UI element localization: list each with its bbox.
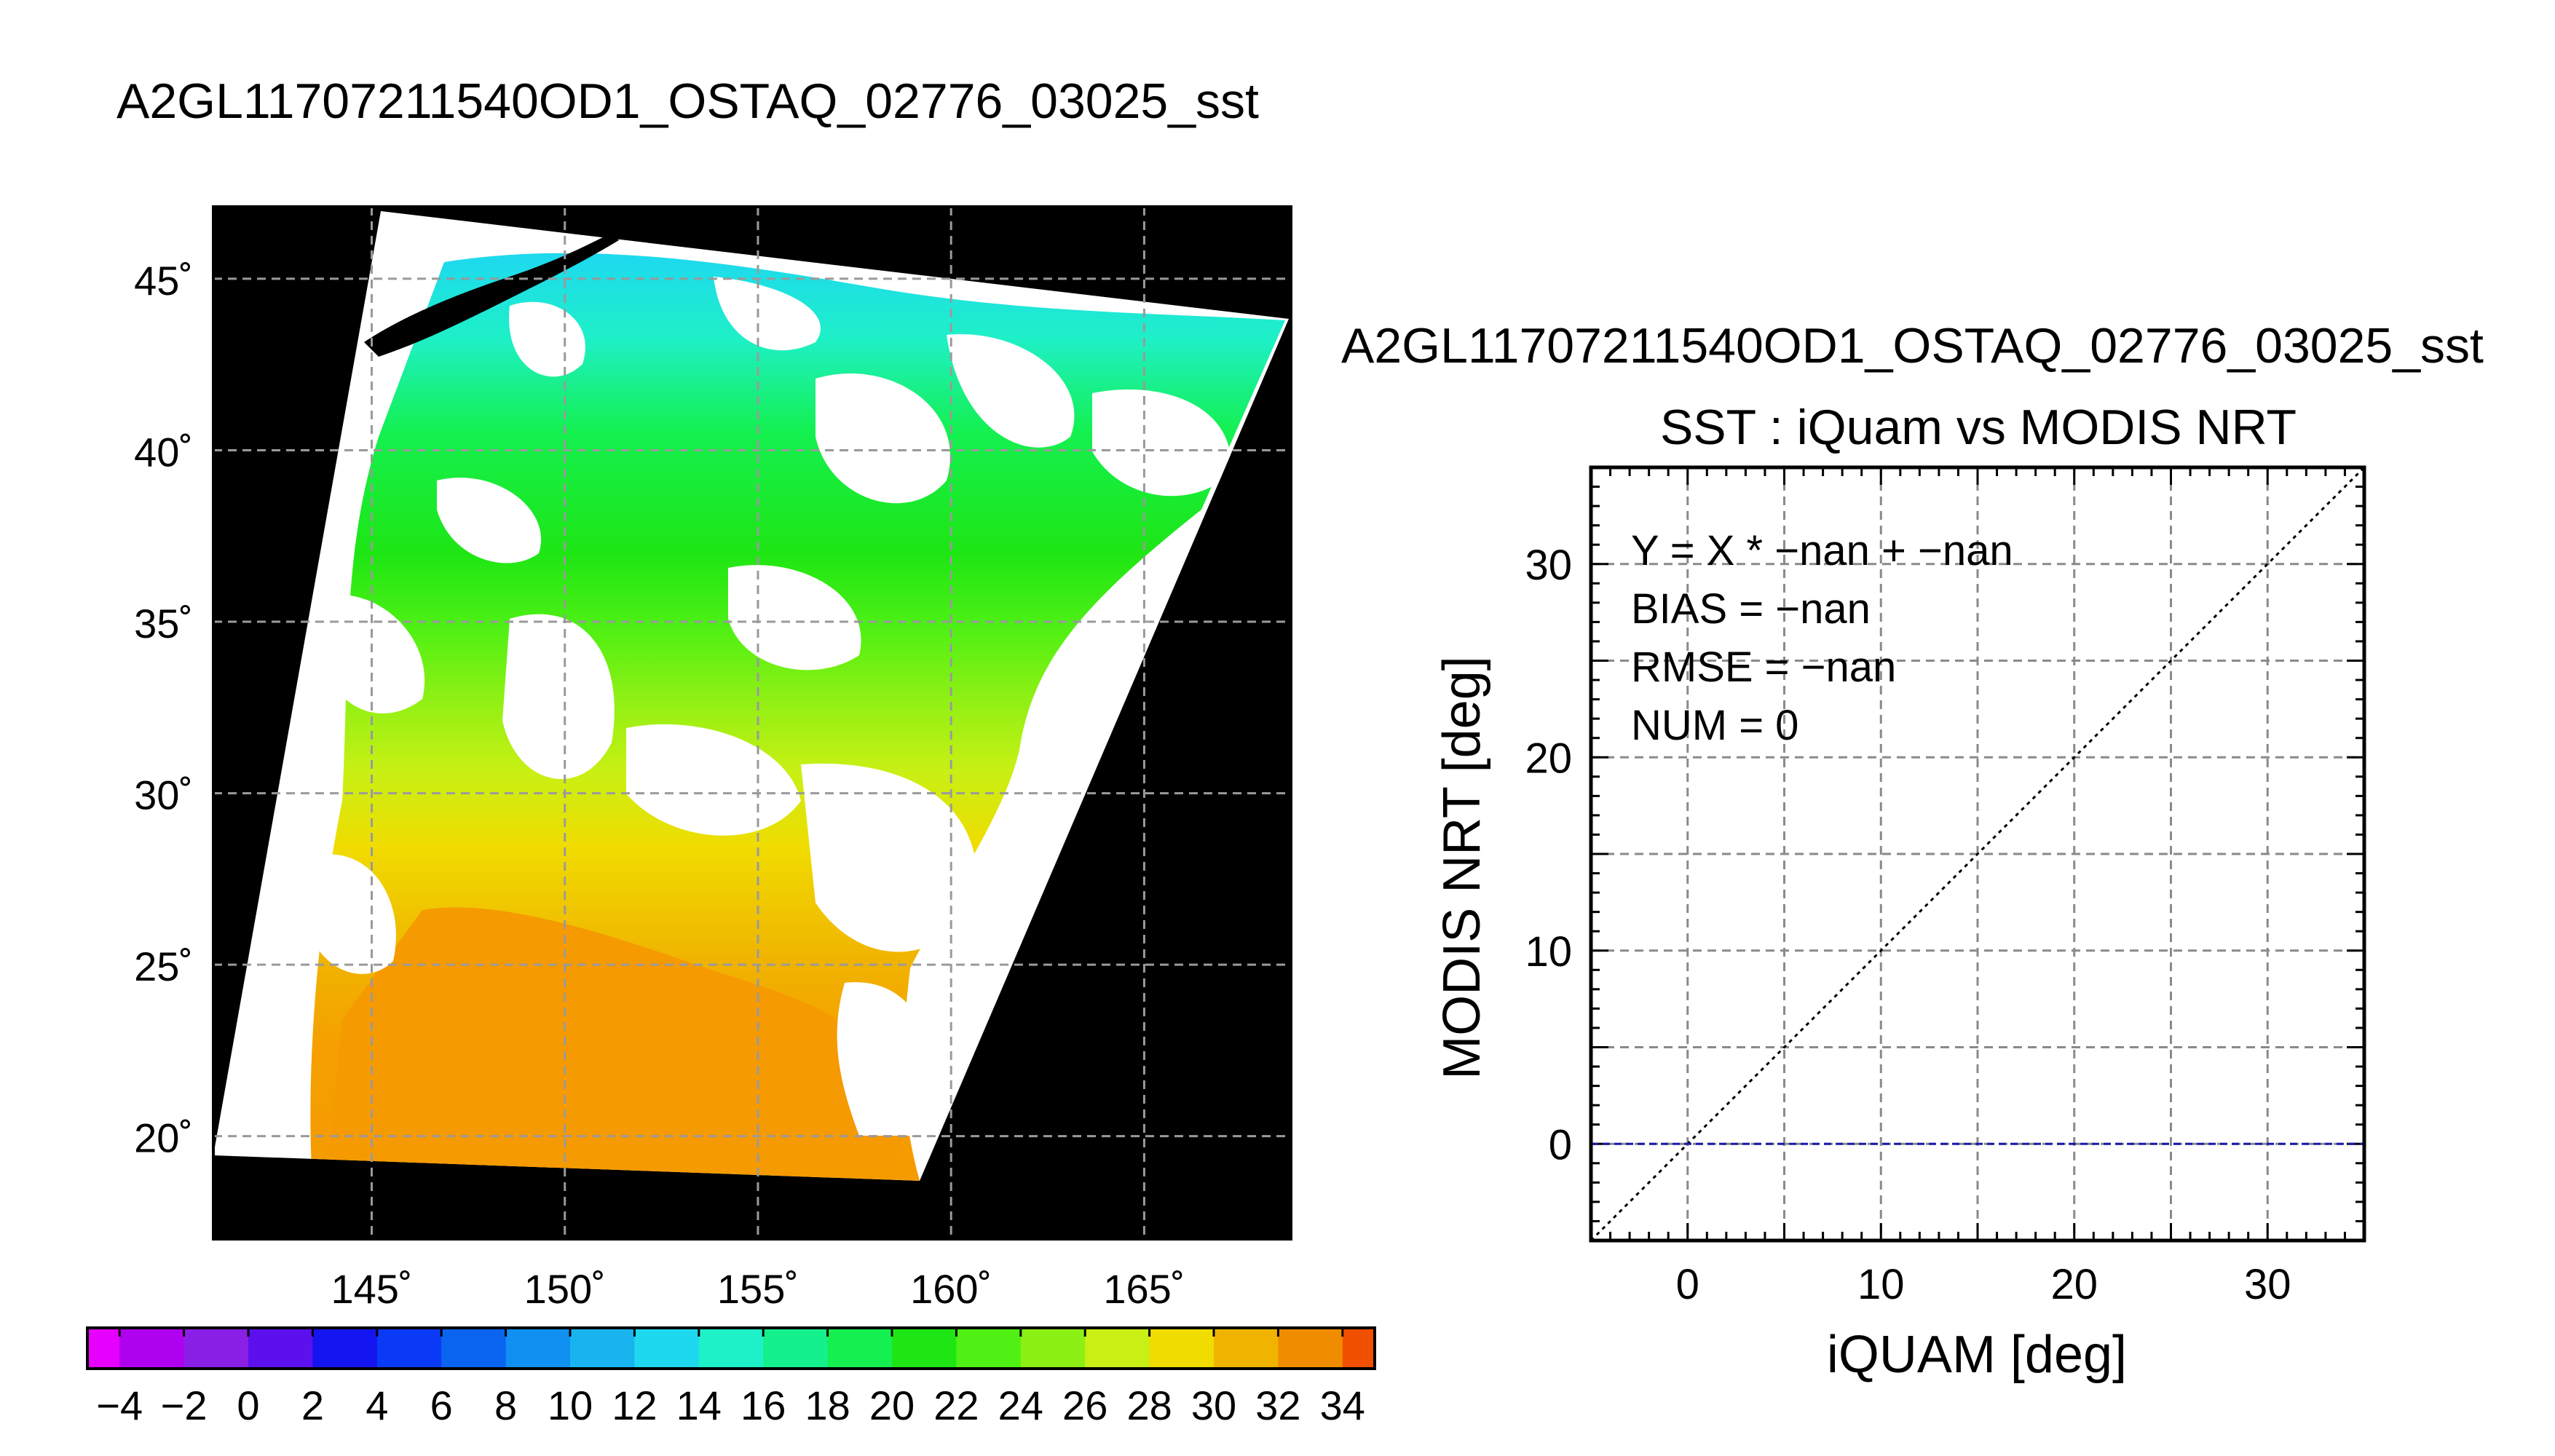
colorbar-cell	[892, 1328, 957, 1369]
colorbar-tick-label: 28	[1126, 1382, 1172, 1428]
y-tick-label: 10	[1525, 928, 1572, 976]
map-title: A2GL11707211540OD1_OSTAQ_02776_03025_sst	[117, 74, 1259, 129]
colorbar-cell	[1342, 1328, 1375, 1369]
colorbar-tick-label: 8	[494, 1382, 517, 1428]
map-lon-labels: 145˚ 150˚ 155˚ 160˚ 165˚	[331, 1266, 1185, 1312]
colorbar-cell	[505, 1328, 571, 1369]
scatter-plot: 0 10 20 30 0 10 20 30 Y = X * −nan + −nan BIAS = …	[1525, 465, 2366, 1308]
colorbar-cell	[1020, 1328, 1086, 1369]
stats-line: NUM = 0	[1631, 702, 1798, 749]
x-tick-label: 30	[2244, 1261, 2291, 1308]
colorbar-cell	[634, 1328, 700, 1369]
colorbar-cell	[763, 1328, 829, 1369]
colorbar	[86, 1326, 1376, 1370]
map-lon-tick-label: 155˚	[717, 1266, 799, 1312]
colorbar-cell	[183, 1328, 249, 1369]
x-tick-label: 10	[1857, 1261, 1905, 1308]
map-plot	[213, 207, 1291, 1239]
colorbar-cell	[1085, 1328, 1150, 1369]
colorbar-tick-label: 20	[869, 1382, 915, 1428]
map-lon-tick-label: 160˚	[910, 1266, 992, 1312]
colorbar-tick-label: −4	[96, 1382, 143, 1428]
map-lat-labels: 20˚ 25˚ 30˚ 35˚ 40˚ 45˚	[134, 258, 193, 1161]
colorbar-tick-label: 6	[430, 1382, 453, 1428]
map-frame	[212, 205, 1292, 1241]
colorbar-cell	[312, 1328, 378, 1369]
map-lon-tick-label: 150˚	[524, 1266, 606, 1312]
scatter-title: SST : iQuam vs MODIS NRT	[1660, 400, 2297, 455]
y-axis-label: MODIS NRT [deg]	[1433, 656, 1491, 1080]
colorbar-labels: −4 −2 0 2 4 6 8 10 12 14 16 18 20 22 24 26 28 30 32 34	[96, 1382, 1365, 1428]
colorbar-cell	[441, 1328, 507, 1369]
x-tick-label: 0	[1676, 1261, 1699, 1308]
colorbar-cell	[827, 1328, 893, 1369]
colorbar-tick-label: 26	[1062, 1382, 1107, 1428]
colorbar-cell	[248, 1328, 313, 1369]
colorbar-tick-label: 14	[676, 1382, 722, 1428]
colorbar-tick-label: −2	[161, 1382, 208, 1428]
map-lat-tick-label: 20˚	[134, 1115, 193, 1161]
colorbar-tick-label: 34	[1320, 1382, 1365, 1428]
one-to-one-line	[1590, 466, 2366, 1242]
colorbar-cell	[698, 1328, 764, 1369]
stats-line: RMSE = −nan	[1631, 644, 1896, 691]
x-tick-label: 20	[2050, 1261, 2098, 1308]
stats-line: Y = X * −nan + −nan	[1631, 527, 2013, 574]
x-axis-label: iQUAM [deg]	[1827, 1326, 2127, 1384]
colorbar-tick-label: 0	[237, 1382, 259, 1428]
colorbar-cell	[376, 1328, 442, 1369]
colorbar-cell	[956, 1328, 1022, 1369]
map-lon-tick-label: 145˚	[331, 1266, 412, 1312]
map-lon-tick-label: 165˚	[1103, 1266, 1185, 1312]
colorbar-cell	[87, 1328, 120, 1369]
scatter-file-title: A2GL11707211540OD1_OSTAQ_02776_03025_sst	[1341, 318, 2484, 373]
scatter-frame	[1589, 465, 2366, 1243]
colorbar-frame	[86, 1326, 1376, 1370]
colorbar-tick-label: 24	[998, 1382, 1043, 1428]
map-lat-tick-label: 40˚	[134, 429, 193, 475]
map-lat-tick-label: 25˚	[134, 943, 193, 989]
colorbar-tick-label: 12	[612, 1382, 657, 1428]
colorbar-cell	[119, 1328, 185, 1369]
colorbar-tick-label: 4	[366, 1382, 388, 1428]
colorbar-cell	[1278, 1328, 1343, 1369]
colorbar-tick-label: 10	[548, 1382, 593, 1428]
colorbar-tick-label: 16	[741, 1382, 786, 1428]
land-mass	[364, 233, 619, 357]
colorbar-tick-label: 32	[1255, 1382, 1300, 1428]
colorbar-tick-label: 2	[301, 1382, 324, 1428]
y-tick-label: 20	[1525, 735, 1572, 782]
map-lat-tick-label: 30˚	[134, 772, 193, 818]
colorbar-cell	[1149, 1328, 1215, 1369]
colorbar-tick-label: 18	[805, 1382, 850, 1428]
map-lat-tick-label: 35˚	[134, 601, 193, 646]
map-lat-tick-label: 45˚	[134, 258, 193, 304]
colorbar-tick-label: 22	[933, 1382, 979, 1428]
colorbar-cell	[1214, 1328, 1279, 1369]
stats-line: BIAS = −nan	[1631, 585, 1871, 633]
y-tick-label: 0	[1549, 1121, 1572, 1168]
map-grid	[213, 207, 1291, 1239]
y-tick-label: 30	[1525, 542, 1572, 589]
colorbar-tick-label: 30	[1191, 1382, 1236, 1428]
colorbar-cell	[570, 1328, 635, 1369]
sst-field	[306, 253, 1285, 1181]
